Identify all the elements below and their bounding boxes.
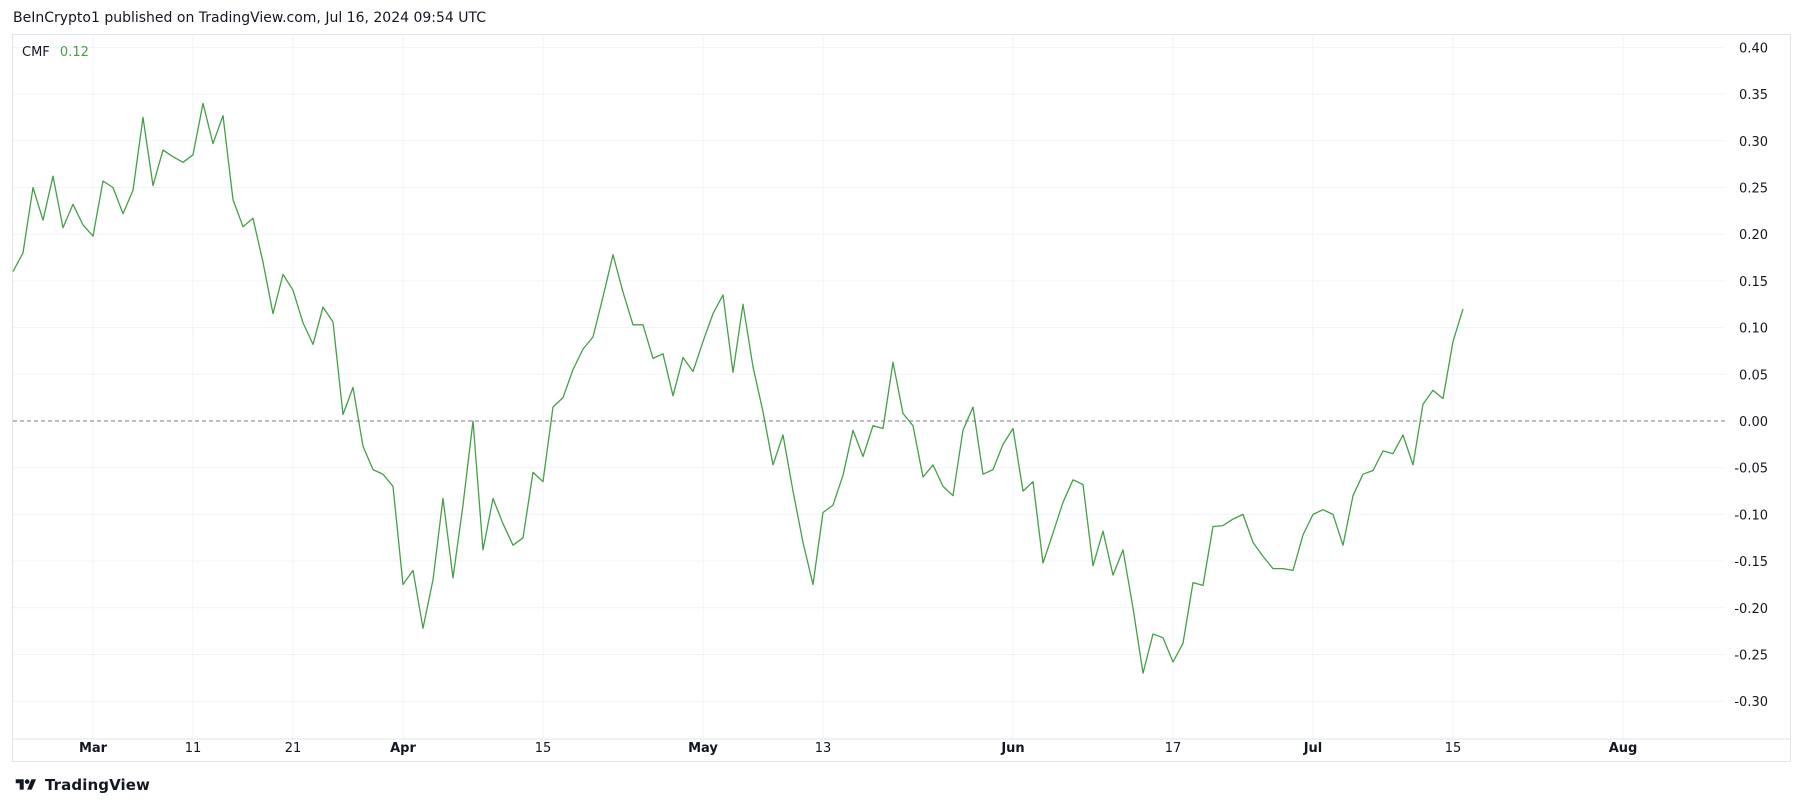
y-tick-label: 0.40 <box>1739 41 1768 56</box>
legend-name: CMF <box>22 45 50 60</box>
y-tick-label: -0.10 <box>1734 508 1768 523</box>
y-tick-label: 0.15 <box>1739 275 1768 290</box>
x-axis: Mar 11 21 Apr 15 May 13 Jun 17 Jul 15 Aug <box>79 741 1637 756</box>
tradingview-logo[interactable]: TradingView <box>13 776 150 794</box>
y-tick-label: -0.15 <box>1734 555 1768 570</box>
x-tick-label: 15 <box>535 741 552 756</box>
brand-name: TradingView <box>45 776 151 794</box>
y-tick-label: 0.30 <box>1739 135 1768 150</box>
x-tick-label: 13 <box>815 741 832 756</box>
x-tick-label: 11 <box>185 741 202 756</box>
indicator-legend[interactable]: CMF 0.12 <box>22 45 89 60</box>
x-tick-label: Jul <box>1303 741 1323 756</box>
y-tick-label: 0.35 <box>1739 88 1768 103</box>
y-tick-label: -0.25 <box>1734 649 1768 664</box>
chart-panel[interactable] <box>12 34 1791 762</box>
cmf-series-line <box>12 102 1464 674</box>
y-tick-label: 0.00 <box>1739 415 1768 430</box>
x-tick-label: Aug <box>1609 741 1638 756</box>
x-tick-label: Mar <box>79 741 108 756</box>
x-tick-label: 15 <box>1445 741 1462 756</box>
y-tick-label: 0.20 <box>1739 228 1768 243</box>
y-tick-label: 0.10 <box>1739 322 1768 337</box>
y-tick-label: 0.05 <box>1739 368 1768 383</box>
tradingview-logo-icon <box>15 779 36 790</box>
x-tick-label: May <box>688 741 718 756</box>
legend-value: 0.12 <box>59 45 89 60</box>
y-tick-label: -0.05 <box>1734 462 1768 477</box>
series-layer <box>12 102 1464 674</box>
y-axis: 0.40 0.35 0.30 0.25 0.20 0.15 0.10 0.05 0.00 -0.0… <box>1734 41 1768 710</box>
grid-lines <box>13 35 1790 740</box>
y-tick-label: -0.20 <box>1734 602 1768 617</box>
publish-info: BeInCrypto1 published on TradingView.com… <box>13 10 487 26</box>
y-tick-label: -0.30 <box>1734 695 1768 710</box>
x-tick-label: 21 <box>285 741 302 756</box>
x-tick-label: 17 <box>1165 741 1182 756</box>
x-tick-label: Apr <box>390 741 416 756</box>
x-tick-label: Jun <box>1000 741 1024 756</box>
y-tick-label: 0.25 <box>1739 182 1768 197</box>
